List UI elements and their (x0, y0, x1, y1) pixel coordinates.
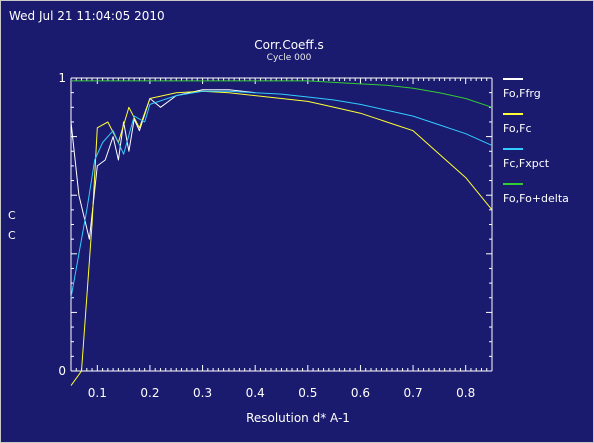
legend-label-fo-fo-delta: Fo,Fo+delta (503, 192, 569, 205)
x-tick-label: 0.1 (88, 386, 107, 400)
legend-item-fc-fxpct: Fc,Fxpct (503, 148, 593, 178)
x-tick-label: 0.7 (404, 386, 423, 400)
x-tick-label: 0.8 (456, 386, 475, 400)
y-axis-label-line-2: C (8, 229, 16, 242)
y-tick-label: 0 (58, 364, 66, 378)
series-line-2 (70, 90, 493, 298)
legend-swatch-fo-fc (503, 113, 523, 115)
legend-item-fo-fc: Fo,Fc (503, 113, 593, 143)
legend-swatch-fc-fxpct (503, 148, 523, 150)
series-line-3 (71, 80, 493, 108)
x-tick-label: 0.2 (140, 386, 159, 400)
x-tick-label: 0.3 (193, 386, 212, 400)
y-tick-label: 1 (58, 71, 66, 85)
timestamp: Wed Jul 21 11:04:05 2010 (9, 9, 165, 23)
x-tick-label: 0.5 (298, 386, 317, 400)
x-tick-label: 0.4 (246, 386, 265, 400)
legend-label-fo-ffrg: Fo,Ffrg (503, 87, 541, 100)
y-axis-label-line-1: C (8, 209, 16, 222)
legend-label-fc-fxpct: Fc,Fxpct (503, 157, 550, 170)
series-line-0 (70, 89, 256, 240)
legend-swatch-fo-fo-delta (503, 183, 523, 185)
legend-item-fo-ffrg: Fo,Ffrg (503, 78, 593, 108)
x-axis-label: Resolution d* A-1 (246, 411, 350, 425)
chart-title: Corr.Coeff.s (254, 38, 324, 52)
x-tick-label: 0.6 (351, 386, 370, 400)
legend-label-fo-fc: Fo,Fc (503, 122, 532, 135)
series-line-1 (70, 90, 493, 386)
legend-item-fo-fo-delta: Fo,Fo+delta (503, 183, 593, 213)
legend-swatch-fo-ffrg (503, 78, 523, 80)
chart-subtitle: Cycle 000 (266, 53, 312, 63)
